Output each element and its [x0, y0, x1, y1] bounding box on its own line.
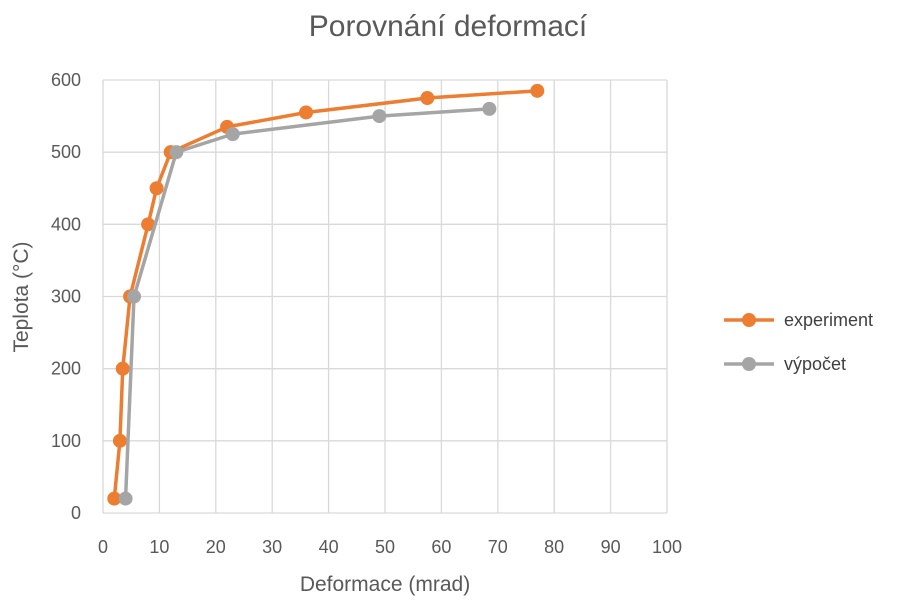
x-tick-label: 30: [262, 537, 282, 557]
legend-label: experiment: [784, 310, 873, 330]
data-point: [127, 289, 142, 304]
data-point: [149, 181, 164, 196]
data-point: [530, 83, 545, 98]
plot-series: [107, 83, 545, 506]
x-axis-ticks: 0 10 20 30 40 50 60 70 80 90 100: [98, 537, 682, 557]
x-tick-label: 0: [98, 537, 108, 557]
y-axis-label: Teplota (°C): [10, 241, 33, 352]
data-point: [115, 361, 130, 376]
data-point: [299, 105, 314, 120]
series-výpočet: [118, 101, 497, 506]
data-point: [372, 109, 387, 124]
legend: experiment výpočet: [724, 310, 873, 374]
y-tick-label: 100: [51, 431, 81, 451]
x-axis-label: Deformace (mrad): [300, 573, 470, 596]
x-tick-label: 70: [488, 537, 508, 557]
x-tick-label: 40: [319, 537, 339, 557]
x-tick-label: 90: [601, 537, 621, 557]
data-point: [112, 433, 127, 448]
x-tick-label: 10: [149, 537, 169, 557]
chart-title: Porovnání deformací: [309, 10, 588, 43]
data-point: [169, 145, 184, 160]
data-point: [107, 491, 122, 506]
legend-item: výpočet: [724, 354, 846, 374]
data-point: [141, 217, 156, 232]
y-tick-label: 0: [71, 503, 81, 523]
y-axis-ticks: 0 100 200 300 400 500 600: [51, 70, 81, 523]
y-tick-label: 600: [51, 70, 81, 90]
legend-item: experiment: [724, 310, 873, 330]
x-tick-label: 100: [652, 537, 682, 557]
x-tick-label: 50: [375, 537, 395, 557]
data-point: [118, 491, 133, 506]
series-line: [123, 107, 490, 499]
y-tick-label: 400: [51, 214, 81, 234]
x-tick-label: 80: [544, 537, 564, 557]
data-point: [482, 101, 497, 116]
legend-label: výpočet: [784, 354, 846, 374]
y-tick-label: 300: [51, 287, 81, 307]
data-point: [420, 91, 435, 106]
x-tick-label: 20: [206, 537, 226, 557]
legend-marker: [742, 313, 756, 327]
y-tick-label: 500: [51, 142, 81, 162]
y-tick-label: 200: [51, 359, 81, 379]
grid: [102, 79, 668, 514]
data-point: [225, 127, 240, 142]
legend-marker: [742, 357, 756, 371]
x-tick-label: 60: [431, 537, 451, 557]
